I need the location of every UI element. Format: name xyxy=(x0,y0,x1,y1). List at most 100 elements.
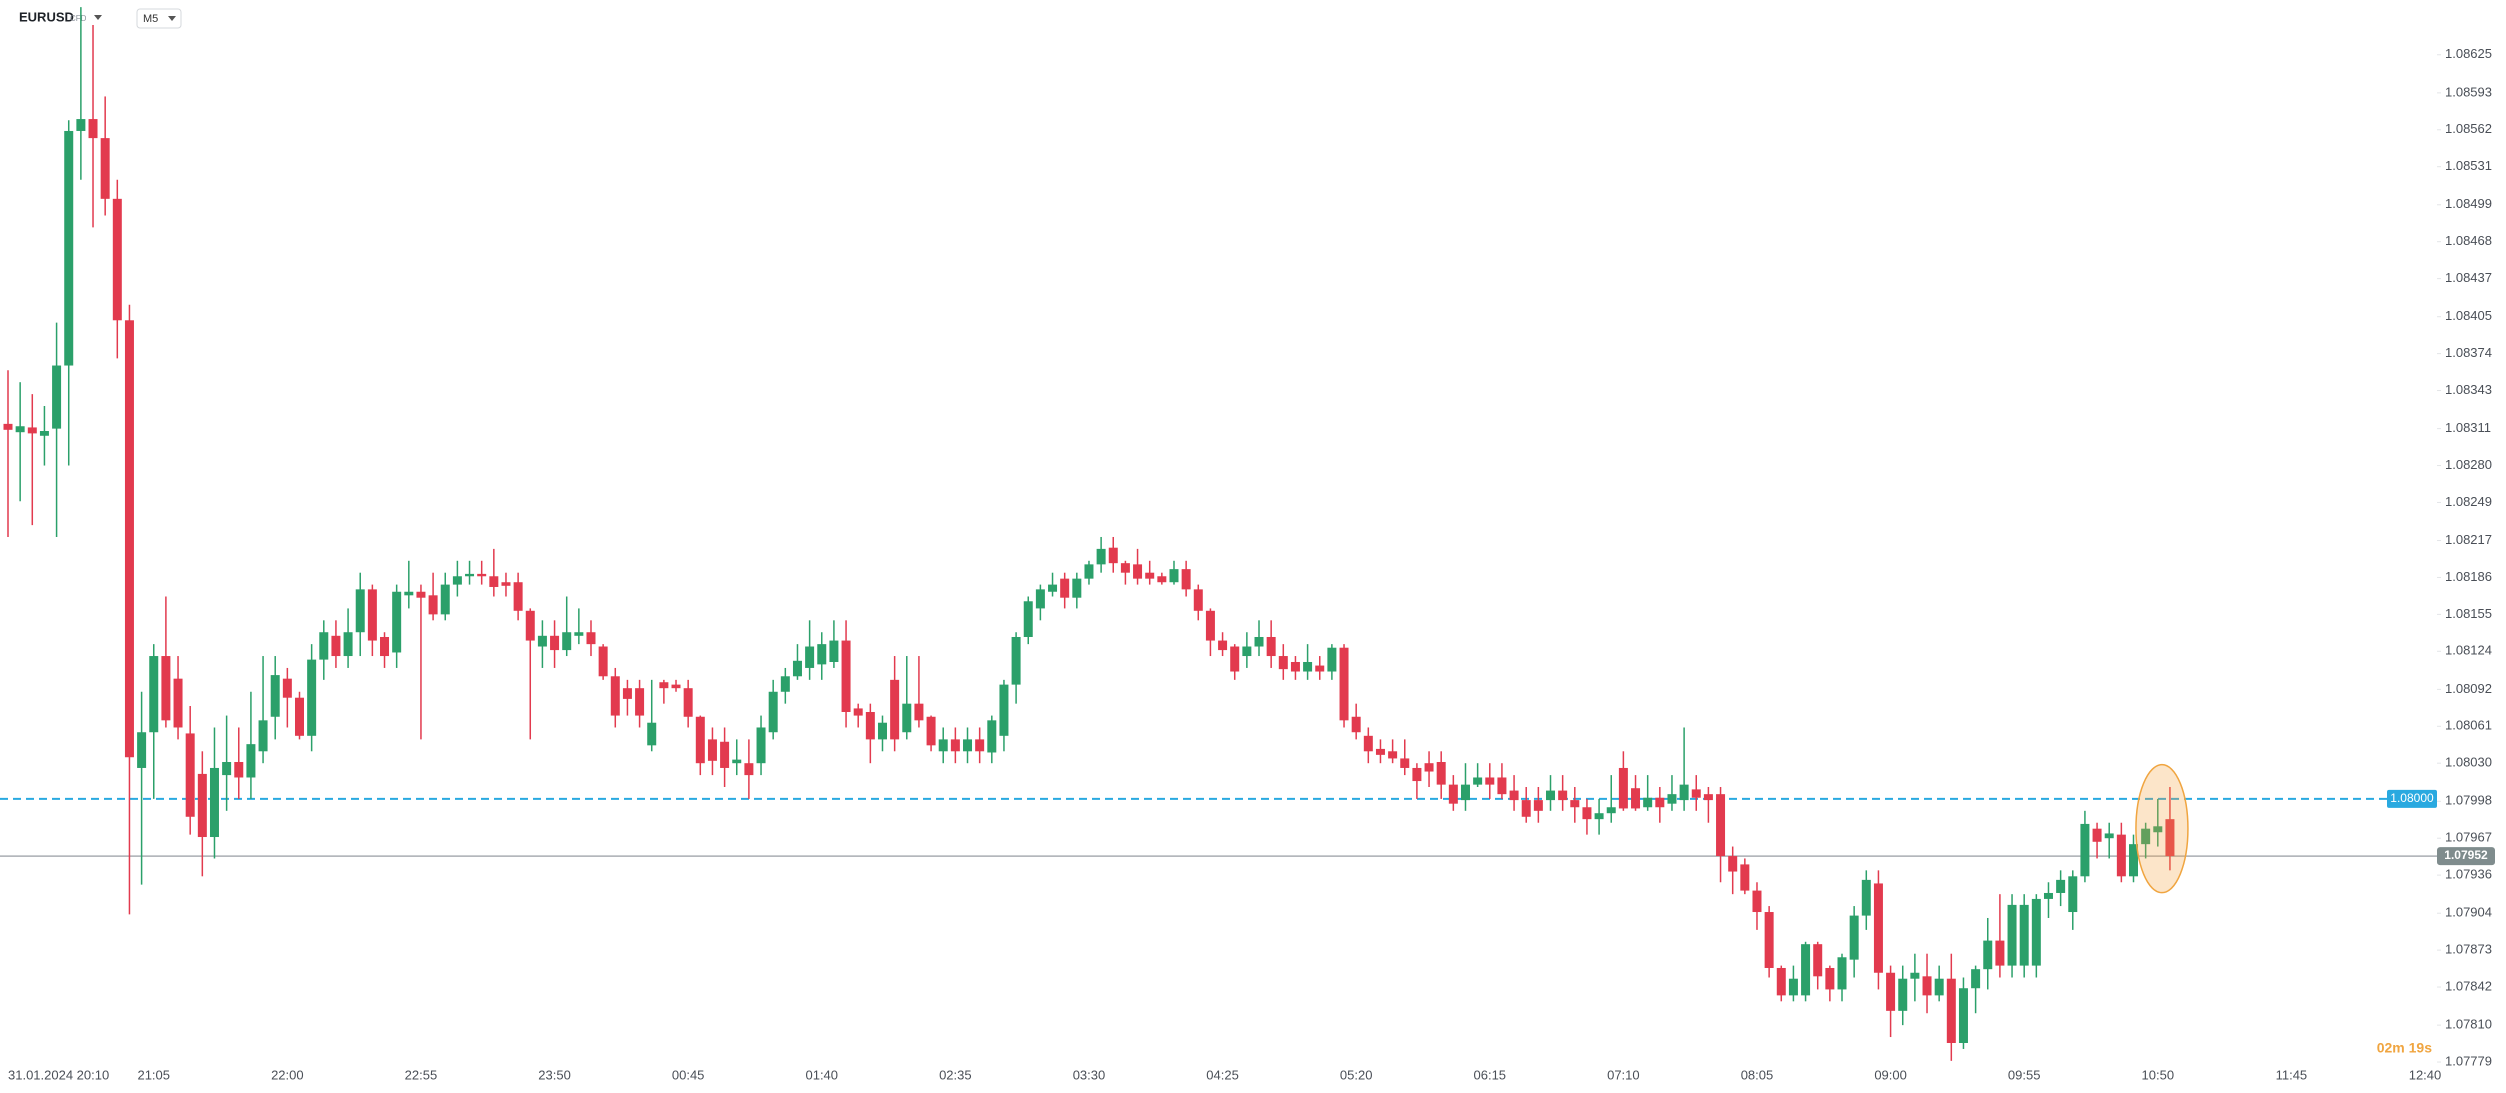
candle-body xyxy=(647,722,657,746)
y-tick-label: 1.08468 xyxy=(2445,233,2492,248)
candle-body xyxy=(707,739,717,761)
candle-body xyxy=(1995,940,2005,966)
y-tick-label: 1.08249 xyxy=(2445,494,2492,509)
symbol-dropdown[interactable] xyxy=(94,15,102,20)
candle-body xyxy=(562,632,572,651)
candle-body xyxy=(1813,944,1823,977)
candle-body xyxy=(1145,572,1155,579)
y-tick-label: 1.08030 xyxy=(2445,755,2492,770)
candle-body xyxy=(1910,972,1920,979)
x-tick-label: 23:50 xyxy=(538,1067,571,1082)
candle-body xyxy=(1618,767,1628,809)
candle-body xyxy=(938,739,948,752)
candle-body xyxy=(1558,790,1568,801)
candle-body xyxy=(2092,828,2102,842)
candle-body xyxy=(1375,748,1385,755)
y-tick-label: 1.08092 xyxy=(2445,681,2492,696)
candle-body xyxy=(1655,797,1665,808)
candle-body xyxy=(1266,636,1276,657)
candle-body xyxy=(2080,823,2090,877)
candle-body xyxy=(319,632,329,660)
x-tick-label: 01:40 xyxy=(805,1067,838,1082)
candle-body xyxy=(1448,784,1458,804)
x-tick-label: 03:30 xyxy=(1073,1067,1106,1082)
candle-body xyxy=(1096,548,1106,565)
y-tick-label: 1.08499 xyxy=(2445,196,2492,211)
candle-body xyxy=(307,659,317,736)
candle-body xyxy=(1181,569,1191,590)
y-tick-label: 1.07967 xyxy=(2445,830,2492,845)
candle-body xyxy=(1849,915,1859,960)
candle-body xyxy=(477,573,487,577)
candle-body xyxy=(1898,978,1908,1011)
y-tick-label: 1.08531 xyxy=(2445,158,2492,173)
candle-body xyxy=(1703,794,1713,801)
candle-body xyxy=(185,733,195,817)
candle-body xyxy=(732,759,742,764)
candle-body xyxy=(1971,969,1981,989)
y-tick-label: 1.08625 xyxy=(2445,46,2492,61)
candle-body xyxy=(1570,800,1580,808)
candle-body xyxy=(355,589,365,633)
candle-body xyxy=(1339,647,1349,721)
candle-body xyxy=(149,656,159,733)
candle-body xyxy=(1473,777,1483,785)
candle-body xyxy=(1278,656,1288,670)
candle-body xyxy=(1631,788,1641,809)
candle-body xyxy=(963,739,973,752)
timeframe-box[interactable] xyxy=(136,8,182,29)
candle-body xyxy=(1497,777,1507,795)
x-tick-label: 04:25 xyxy=(1206,1067,1239,1082)
candle-body xyxy=(1327,647,1337,672)
y-tick-label: 1.07904 xyxy=(2445,905,2492,920)
candle-body xyxy=(525,610,535,641)
candle-body xyxy=(1667,794,1677,804)
candle-body xyxy=(1485,777,1495,785)
candle-body xyxy=(1546,790,1556,801)
candle-body xyxy=(246,744,256,778)
candle-body xyxy=(817,644,827,665)
candle-body xyxy=(392,591,402,653)
y-tick-label: 1.08593 xyxy=(2445,84,2492,99)
x-tick-label: 10:50 xyxy=(2142,1067,2175,1082)
candle-body xyxy=(380,636,390,657)
candle-body xyxy=(744,763,754,776)
y-tick-label: 1.08124 xyxy=(2445,643,2492,658)
x-tick-label: 09:55 xyxy=(2008,1067,2041,1082)
toolbar: EURUSD CFD M5 xyxy=(19,8,182,29)
candle-body xyxy=(1230,646,1240,672)
candle-body xyxy=(137,732,147,768)
y-tick-label: 1.08437 xyxy=(2445,270,2492,285)
candle-body xyxy=(294,697,304,736)
candle-body xyxy=(1801,944,1811,996)
candle-body xyxy=(2056,879,2066,893)
y-tick-label: 1.07810 xyxy=(2445,1017,2492,1032)
candle-body xyxy=(865,712,875,740)
candle-body xyxy=(1509,790,1519,801)
candle-body xyxy=(1643,797,1653,808)
candle-body xyxy=(2116,834,2126,877)
candle-body xyxy=(890,679,900,740)
price-level-label: 1.08000 xyxy=(2390,791,2434,805)
candle-body xyxy=(416,591,426,598)
countdown: 02m 19s xyxy=(2377,1040,2432,1056)
candle-body xyxy=(1388,751,1398,759)
candle-body xyxy=(1886,972,1896,1011)
y-tick-label: 1.08280 xyxy=(2445,457,2492,472)
timeframe[interactable]: M5 xyxy=(143,13,158,25)
y-tick-label: 1.07842 xyxy=(2445,978,2492,993)
candle-body xyxy=(1290,661,1300,672)
x-tick-label: 02:35 xyxy=(939,1067,972,1082)
x-tick-label: 06:15 xyxy=(1474,1067,1507,1082)
y-tick-label: 1.07779 xyxy=(2445,1053,2492,1068)
symbol[interactable]: EURUSD xyxy=(19,9,74,24)
candle-body xyxy=(501,582,511,586)
candle-body xyxy=(2031,898,2041,966)
timeframe-dropdown[interactable] xyxy=(168,16,176,21)
x-tick-label: 05:20 xyxy=(1340,1067,1373,1082)
candle-body xyxy=(1363,735,1373,752)
x-tick-label: 11:45 xyxy=(2276,1067,2308,1082)
